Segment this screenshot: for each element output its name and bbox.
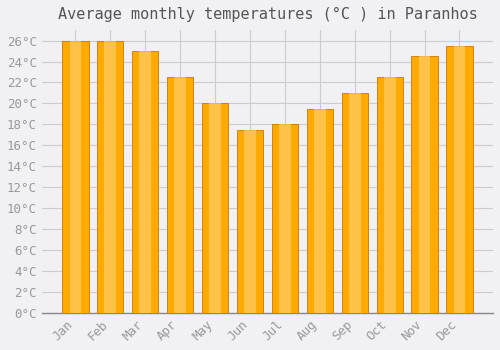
Bar <box>454 46 466 313</box>
Title: Average monthly temperatures (°C ) in Paranhos: Average monthly temperatures (°C ) in Pa… <box>58 7 478 22</box>
Bar <box>376 77 402 313</box>
Bar <box>446 46 472 313</box>
Bar <box>174 77 186 313</box>
Bar <box>209 104 221 313</box>
Bar <box>62 41 88 313</box>
Bar <box>97 41 124 313</box>
Bar <box>104 41 116 313</box>
Bar <box>70 41 82 313</box>
Bar <box>272 124 298 313</box>
Bar <box>306 109 333 313</box>
Bar <box>140 51 151 313</box>
Bar <box>202 104 228 313</box>
Bar <box>412 56 438 313</box>
Bar <box>314 109 326 313</box>
Bar <box>279 124 291 313</box>
Bar <box>349 93 360 313</box>
Bar <box>132 51 158 313</box>
Bar <box>167 77 193 313</box>
Bar <box>342 93 368 313</box>
Bar <box>237 130 263 313</box>
Bar <box>244 130 256 313</box>
Bar <box>418 56 430 313</box>
Bar <box>384 77 396 313</box>
